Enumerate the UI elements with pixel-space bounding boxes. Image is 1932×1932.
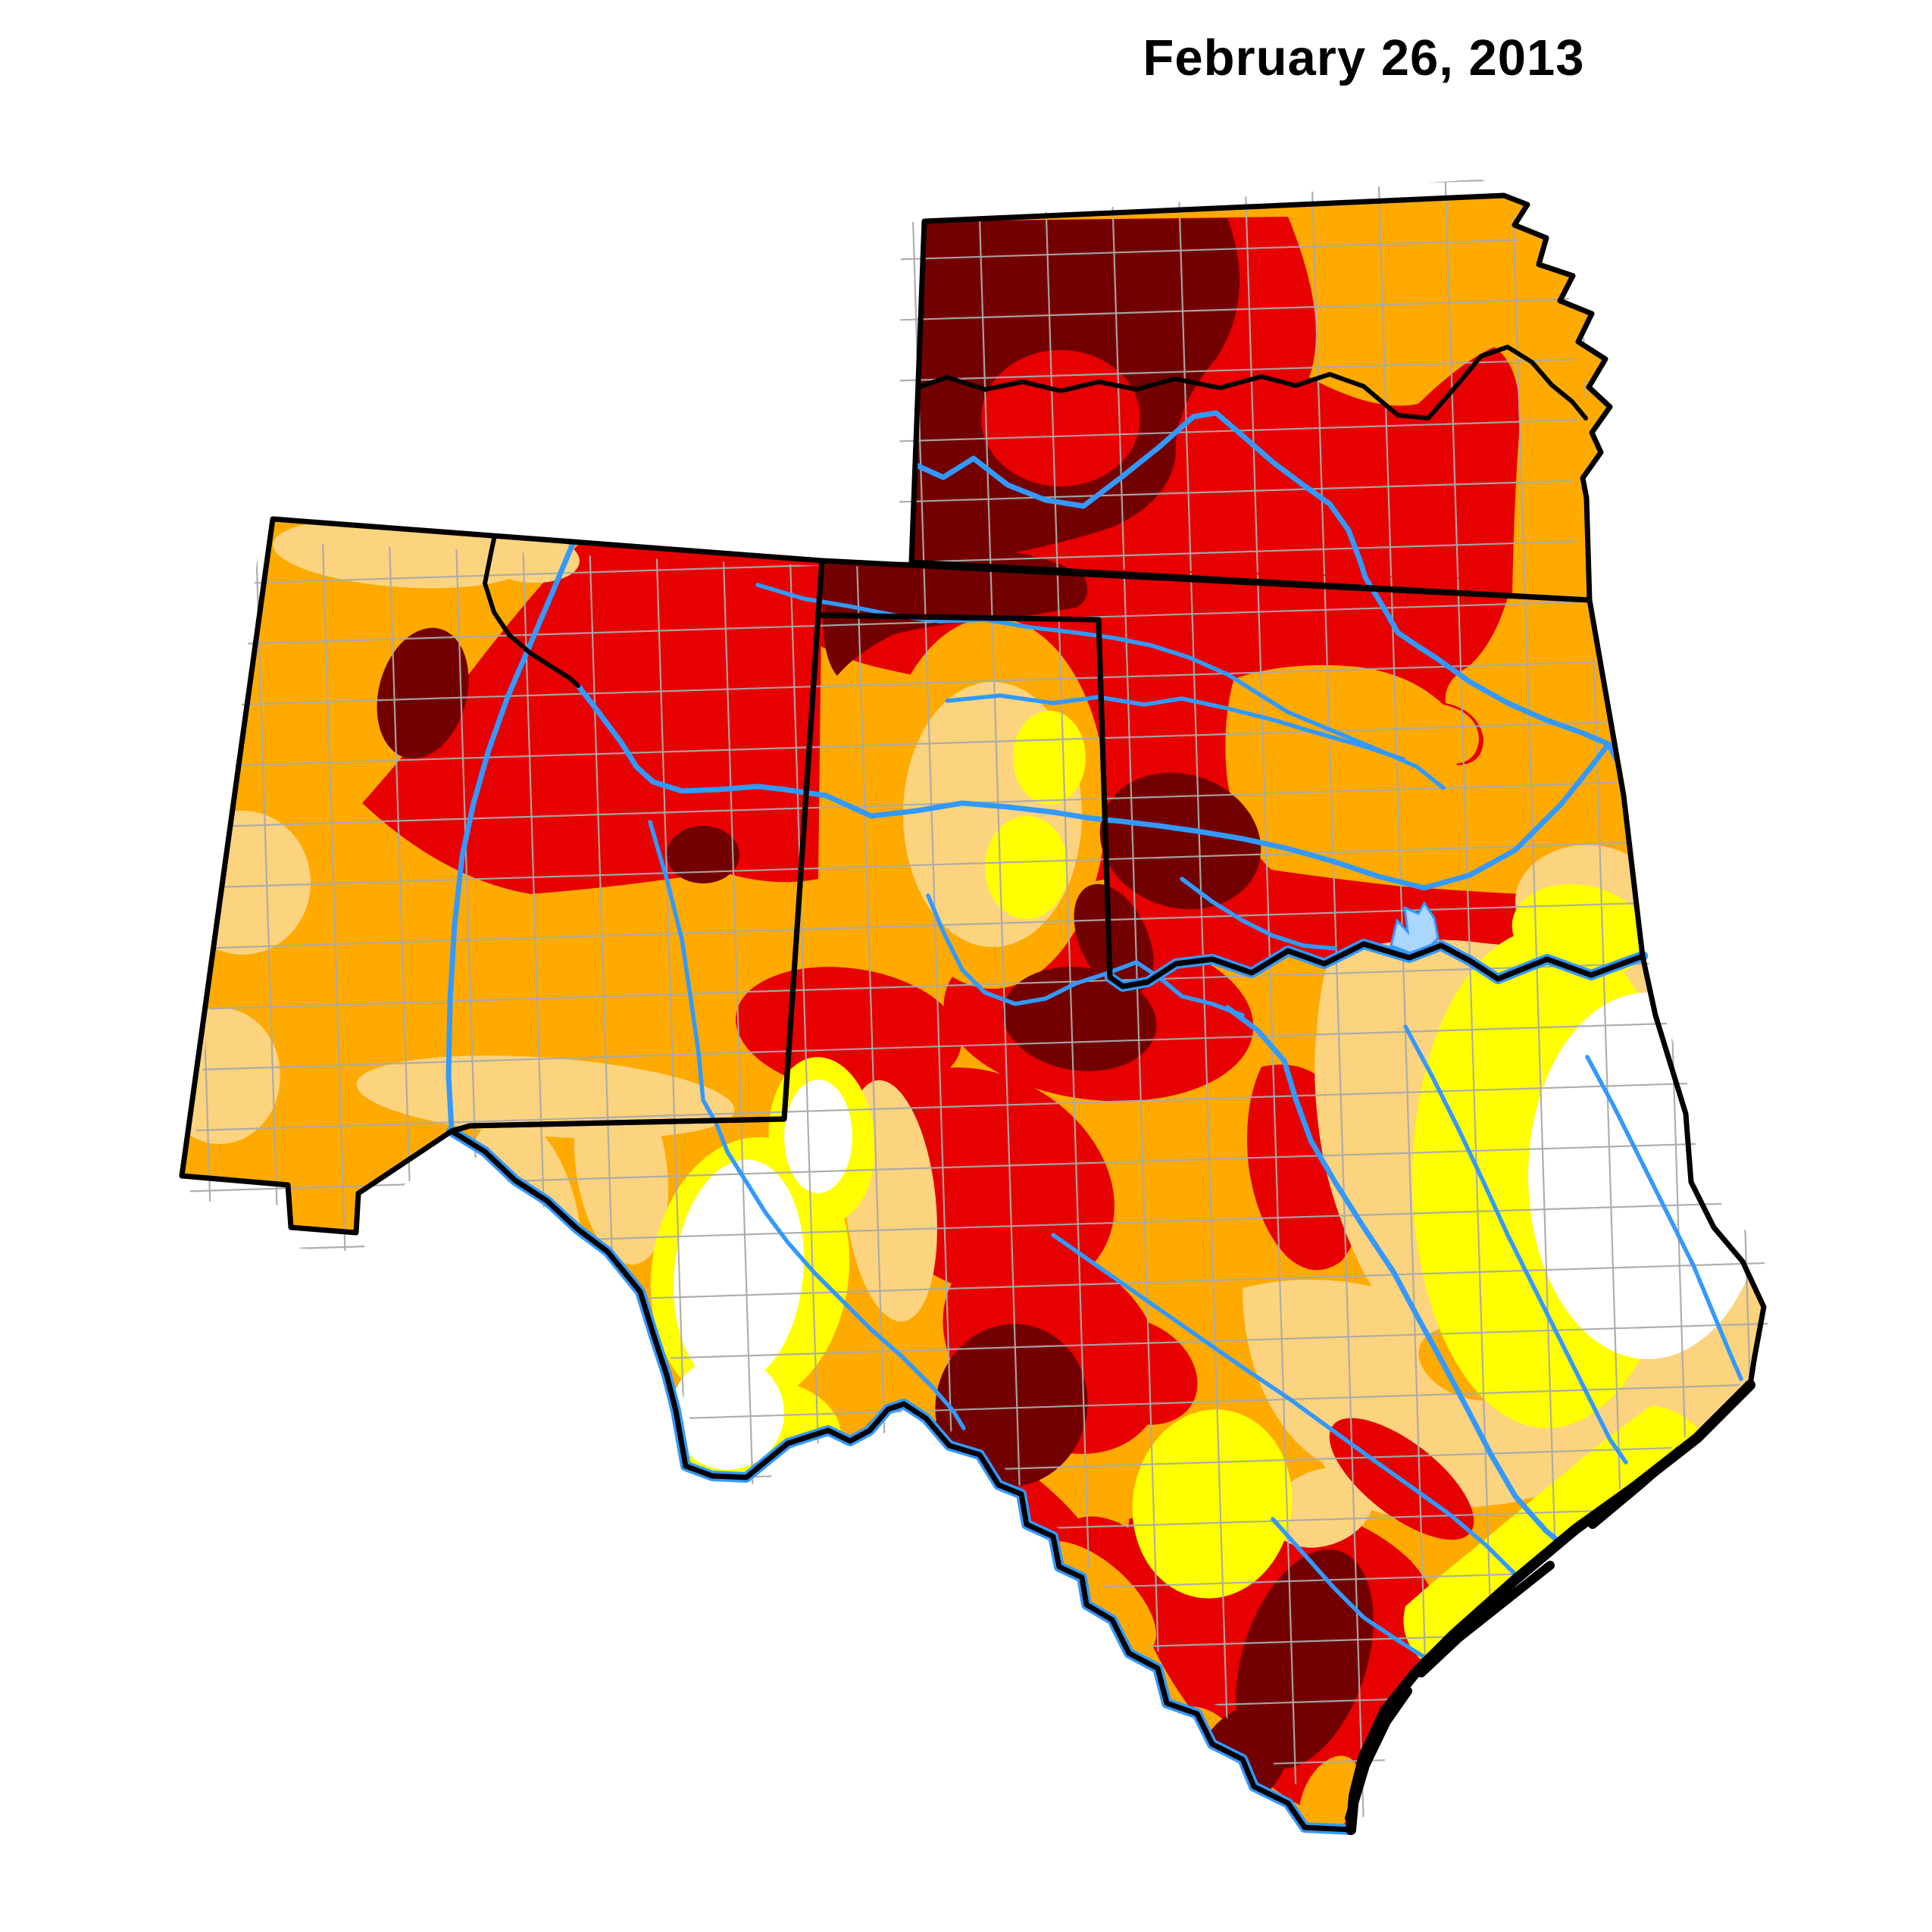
drought-region: [1445, 1277, 1502, 1322]
drought-region: [667, 826, 739, 883]
river: [926, 893, 1245, 1018]
drought-region: [377, 627, 469, 759]
drought-region: [935, 1324, 1088, 1487]
river: [648, 820, 966, 1430]
rivers: [445, 345, 1743, 1658]
barrier-island: [1345, 1687, 1412, 1823]
county-line: [167, 714, 1791, 771]
drought-region: [784, 1080, 852, 1193]
drought-region: [822, 549, 1088, 676]
drought-region: [182, 811, 311, 955]
drought-region: [671, 1356, 784, 1470]
county-line: [167, 956, 1791, 1013]
county-line: [167, 1562, 1791, 1619]
barrier-island: [1417, 1561, 1555, 1677]
drought-region: [362, 539, 822, 894]
river: [1051, 1233, 1524, 1583]
river: [483, 526, 580, 688]
county-line: [136, 1866, 1862, 1921]
county-line: [167, 1683, 1791, 1740]
river: [1271, 1517, 1425, 1658]
map-date-title: February 26, 2013: [1143, 30, 1585, 86]
drought-region: [1002, 967, 1157, 1071]
county-line: [1243, 175, 1301, 1846]
river: [445, 539, 577, 1132]
drought-region: [674, 1159, 804, 1386]
county-line: [167, 1017, 1791, 1074]
county-line: [111, 163, 167, 1932]
river: [945, 693, 1405, 761]
county-line: [1709, 175, 1768, 1846]
drought-region: [1403, 1405, 1701, 1659]
drought-region: [182, 1008, 280, 1144]
county-line: [167, 533, 1791, 589]
river: [1585, 1055, 1743, 1381]
drought-region: [1074, 883, 1154, 996]
state-border-texas: [449, 612, 1767, 1833]
county-line: [167, 1077, 1791, 1134]
state-border-new-mexico: [179, 516, 825, 1236]
drought-region: [481, 533, 580, 583]
county-line: [167, 175, 1791, 226]
county-line: [167, 836, 1791, 892]
river: [878, 410, 1641, 821]
drought-region: [818, 561, 1556, 986]
drought-region: [981, 350, 1140, 486]
county-line: [1376, 175, 1434, 1846]
barrier-island: [1588, 1446, 1683, 1529]
drought-region: [985, 816, 1068, 919]
county-line: [167, 1744, 1791, 1801]
drought-region: [1013, 711, 1086, 805]
drought-region: [1132, 1409, 1293, 1599]
river: [1403, 1024, 1628, 1465]
county-line: [167, 654, 1791, 710]
river: [880, 345, 1588, 420]
county-line: [167, 896, 1791, 952]
state-border-kansas: [908, 192, 1613, 603]
county-line: [167, 1623, 1791, 1680]
drought-region: [1099, 772, 1261, 910]
river: [575, 683, 1612, 891]
county-line: [1109, 175, 1168, 1846]
drought-region: [1271, 1468, 1374, 1548]
county-line: [167, 1805, 1791, 1846]
state-borders: [179, 192, 1767, 1835]
county-line: [1775, 175, 1791, 1846]
river: [1224, 1005, 1577, 1558]
county-line: [167, 1138, 1791, 1195]
river: [1180, 877, 1337, 951]
drought-region: [1234, 664, 1546, 885]
